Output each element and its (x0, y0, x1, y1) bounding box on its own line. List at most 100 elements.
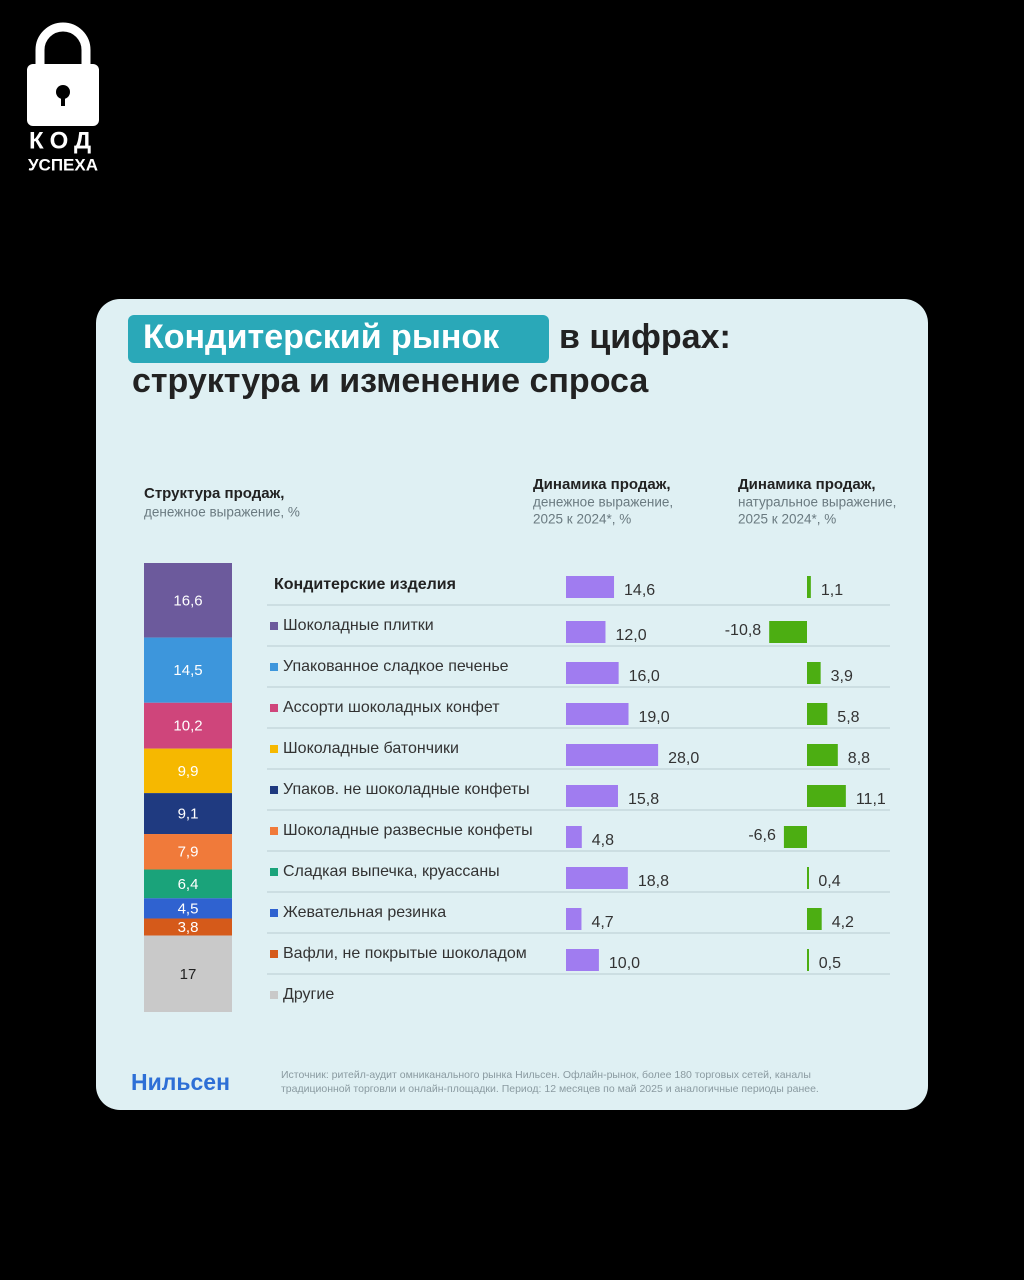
logo-top: КОД (29, 127, 97, 154)
structure-segment (144, 918, 232, 936)
dynamics-bar (566, 744, 659, 766)
structure-value-label: 16,6 (173, 592, 202, 609)
dynamics-value-label: 0,4 (818, 873, 840, 890)
dynamics-value-label: 14,6 (624, 582, 655, 599)
structure-value-label: 14,5 (173, 662, 202, 679)
legend-swatch (270, 704, 278, 712)
dynamics-bar (807, 867, 809, 889)
lock-shackle (35, 22, 91, 66)
structure-value-label: 17 (180, 966, 197, 983)
dynamics-bar (783, 826, 807, 848)
dynamics-value-label: 18,8 (638, 873, 669, 890)
dynamics-value-label: 4,2 (832, 914, 854, 931)
chart-subtitle: денежное выражение, % (144, 505, 300, 520)
structure-segment (144, 563, 232, 638)
dynamics-bar (566, 576, 615, 598)
title-line2: структура и изменение спроса (132, 362, 649, 400)
legend-swatch (270, 991, 278, 999)
dynamics-value-label: 8,8 (848, 750, 870, 767)
dynamics-bar (566, 826, 582, 848)
structure-segment (144, 793, 232, 835)
dynamics-bar (566, 785, 618, 807)
chart-subtitle: денежное выражение, (533, 495, 673, 510)
title-highlight: Кондитерский рынок (143, 318, 500, 356)
structure-value-label: 10,2 (173, 718, 202, 735)
chart-subtitle: 2025 к 2024*, % (533, 512, 631, 527)
dynamics-bar (566, 621, 606, 643)
keyhole-slot (61, 94, 65, 106)
legend-swatch (270, 868, 278, 876)
logo-bottom: УСПЕХА (28, 155, 98, 174)
dynamics-value-label: 16,0 (629, 668, 660, 685)
dynamics-bar (769, 621, 807, 643)
row-label: Упакованное сладкое печенье (283, 658, 509, 675)
dynamics-bar (807, 785, 846, 807)
structure-segment (144, 702, 232, 749)
dynamics-bar (807, 703, 828, 725)
structure-segment (144, 935, 232, 1012)
dynamics-value-label: 10,0 (609, 955, 640, 972)
logo: КОД УСПЕХА (27, 22, 99, 174)
dynamics-bar (807, 576, 811, 598)
dynamics-bar (566, 703, 629, 725)
dynamics-bar (566, 867, 628, 889)
row-label: Шоколадные батончики (283, 740, 459, 757)
chart-title: Структура продаж, (144, 485, 284, 502)
title-rest: в цифрах: (559, 318, 731, 356)
dynamics-bar (807, 908, 822, 930)
structure-segment (144, 637, 232, 703)
row-label: Шоколадные развесные конфеты (283, 822, 533, 839)
structure-value-label: 3,8 (178, 919, 199, 936)
structure-segment (144, 748, 232, 794)
legend-swatch (270, 663, 278, 671)
dynamics-value-label: 4,7 (591, 914, 613, 931)
dynamics-value-label: 15,8 (628, 791, 659, 808)
dynamics-value-label: 12,0 (615, 627, 646, 644)
legend-swatch (270, 950, 278, 958)
legend-swatch (270, 786, 278, 794)
row-label: Ассорти шоколадных конфет (283, 699, 500, 716)
row-label-total: Кондитерские изделия (274, 576, 456, 593)
structure-segment (144, 869, 232, 899)
structure-value-label: 4,5 (178, 900, 199, 917)
dynamics-bar (566, 662, 619, 684)
legend-swatch (270, 622, 278, 630)
dynamics-value-label: 5,8 (837, 709, 859, 726)
dynamics-bar (566, 949, 599, 971)
dynamics-value-label: -10,8 (725, 622, 762, 639)
legend-swatch (270, 909, 278, 917)
keyhole (56, 85, 70, 99)
source-line: традиционной торговли и онлайн-площадки.… (281, 1083, 819, 1095)
structure-segment (144, 898, 232, 919)
row-label: Шоколадные плитки (283, 617, 434, 634)
row-label: Другие (283, 986, 334, 1003)
dynamics-value-label: 11,1 (856, 791, 886, 808)
dynamics-value-label: 0,5 (819, 955, 841, 972)
structure-segment (144, 834, 232, 870)
row-label: Упаков. не шоколадные конфеты (283, 781, 530, 798)
source-line: Источник: ритейл-аудит омниканального ры… (281, 1069, 811, 1081)
structure-value-label: 6,4 (178, 876, 199, 893)
dynamics-bar (807, 662, 821, 684)
dynamics-bar (566, 908, 582, 930)
title-highlight-box (128, 315, 549, 363)
structure-value-label: 9,1 (178, 806, 199, 823)
card (96, 299, 928, 1110)
structure-value-label: 9,9 (178, 763, 199, 780)
legend-swatch (270, 827, 278, 835)
dynamics-value-label: 4,8 (592, 832, 614, 849)
chart-subtitle: 2025 к 2024*, % (738, 512, 836, 527)
row-label: Жевательная резинка (283, 904, 446, 921)
dynamics-value-label: 3,9 (831, 668, 853, 685)
brand: Нильсен (131, 1069, 230, 1095)
dynamics-bar (807, 744, 838, 766)
chart-subtitle: натуральное выражение, (738, 495, 896, 510)
row-label: Сладкая выпечка, круассаны (283, 863, 500, 880)
chart-title: Динамика продаж, (533, 476, 671, 493)
dynamics-bar (807, 949, 809, 971)
row-label: Вафли, не покрытые шоколадом (283, 945, 527, 962)
chart-title: Динамика продаж, (738, 476, 876, 493)
dynamics-value-label: 1,1 (821, 582, 843, 599)
